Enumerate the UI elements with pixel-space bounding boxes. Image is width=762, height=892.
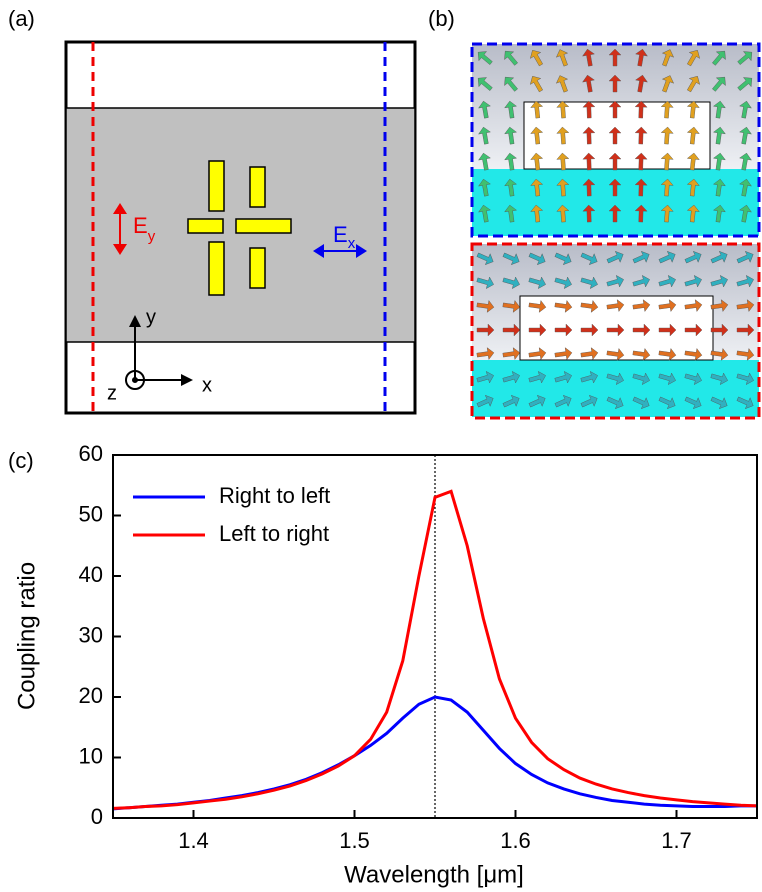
x-tick-label: 1.7 — [661, 828, 692, 853]
ex-sub: x — [348, 235, 356, 252]
panel-label: (b) — [428, 6, 455, 31]
axis-x: x — [202, 374, 212, 396]
y-tick-label: 20 — [79, 683, 103, 708]
y-tick-label: 30 — [79, 622, 103, 647]
legend-label: Left to right — [219, 521, 329, 546]
page: {"panel_labels": ["(a)", "(b)", "(c)"], … — [0, 0, 762, 892]
y-tick-label: 10 — [79, 743, 103, 768]
x-tick-label: 1.5 — [339, 828, 370, 853]
y-axis-title: Coupling ratio — [13, 562, 40, 710]
figure: (a) (b) (c) Ey Ex y x z — [0, 0, 762, 892]
legend-label: Right to left — [219, 483, 330, 508]
x-tick-label: 1.4 — [178, 828, 209, 853]
schematic: Ey Ex y x z — [66, 42, 415, 413]
ey-sub: y — [148, 228, 156, 245]
chart: Coupling ratio Wavelength [μm] 0 10 20 30 40… — [13, 441, 757, 889]
ey-main: E — [133, 213, 148, 238]
panel-label: (a) — [8, 6, 35, 31]
x-axis-title: Wavelength [μm] — [344, 861, 524, 888]
y-tick-label: 50 — [79, 501, 103, 526]
axis-z: z — [107, 382, 117, 404]
axis-y: y — [146, 306, 156, 328]
ex-main: E — [333, 222, 348, 247]
y-tick-label: 60 — [79, 441, 103, 466]
field-maps — [472, 44, 759, 418]
y-tick-label: 40 — [79, 562, 103, 587]
panel-label: (c) — [8, 448, 34, 473]
y-tick-label: 0 — [91, 804, 103, 829]
x-tick-label: 1.6 — [500, 828, 531, 853]
